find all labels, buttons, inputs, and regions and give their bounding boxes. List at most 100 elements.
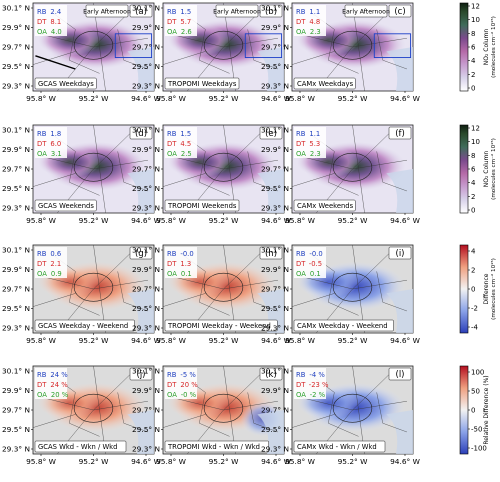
lat-tick-label: 29.3° N (2, 324, 30, 333)
map-panel: RB 0.6DT 2.1OA 0.9(g)GCAS Weekday - Weekend (32, 244, 155, 334)
stats-box (165, 368, 197, 399)
stat-label: DT (37, 260, 47, 268)
road-line (376, 271, 408, 312)
colorbar-tick-label: 50 (471, 388, 480, 396)
stat-oa: OA 4.0 (37, 28, 62, 36)
stat-label: DT (296, 260, 306, 268)
lon-tick-label: 94.6° W (390, 336, 421, 345)
colorbar-title: NO₂ Column (483, 29, 490, 66)
colorbar-tick-label: 8 (471, 30, 475, 38)
lon-tick-label: 94.6° W (131, 336, 162, 345)
road-line (93, 365, 106, 455)
road-line (32, 414, 76, 428)
stat-rb: RB 24 % (37, 371, 68, 379)
stat-label: RB (167, 371, 177, 379)
stat-label: DT (37, 18, 47, 26)
beltway-loop (332, 152, 373, 182)
stats-box (294, 5, 326, 36)
road-line (93, 124, 106, 214)
panel-letter-box (388, 4, 412, 18)
road-line (291, 293, 335, 307)
lat-tick-label: 30.1° N (2, 367, 30, 376)
stat-value: 1.1 (309, 8, 320, 16)
bay-water (386, 169, 413, 213)
stat-value: -0.0 (180, 250, 193, 258)
lon-tick-label: 95.8° W (156, 94, 187, 103)
colorbar-title: NO₂ Column (483, 151, 490, 188)
stat-label: DT (296, 18, 306, 26)
colorbar-tick-label: 6 (471, 166, 476, 174)
road-line (376, 29, 408, 70)
bay-water (127, 410, 154, 454)
lat-tick-label: 29.9° N (132, 386, 160, 395)
stat-value: 2.4 (50, 8, 61, 16)
lon-tick-label: 95.8° W (156, 336, 187, 345)
stat-dt: DT 2.1 (37, 260, 61, 268)
road-line (247, 151, 279, 192)
road-line (223, 2, 236, 92)
lon-tick-label: 95.8° W (26, 336, 57, 345)
lat-tick-label: 29.3° N (132, 324, 160, 333)
panel-caption: TROPOMI Weekday - Weekend (167, 322, 271, 330)
stat-label: RB (296, 371, 306, 379)
stat-label: DT (167, 18, 177, 26)
colorbar-gradient (459, 2, 469, 92)
stat-dt: DT 5.3 (296, 140, 320, 148)
panel-letter: (h) (265, 249, 277, 259)
lat-tick-label: 30.1° N (261, 246, 289, 255)
analysis-box (244, 33, 283, 59)
lat-tick-label: 29.3° N (132, 445, 160, 454)
beltway-loop (73, 30, 114, 60)
stat-value: -4 % (309, 371, 325, 379)
time-label: Early Afternoon (342, 9, 390, 16)
stat-rb: RB 1.1 (296, 130, 320, 138)
bay-water (257, 410, 284, 454)
road-line (57, 374, 130, 455)
stat-label: OA (37, 150, 47, 158)
map-panel: RB -4 %DT -23 %OA -2 %(l)CAMx Wkd - Wkn / W… (291, 365, 414, 455)
colorbar-tick-label: 12 (471, 3, 480, 11)
lat-tick-label: 29.9° N (2, 386, 30, 395)
panel-letter: (k) (265, 370, 277, 380)
lat-tick-label: 29.3° N (261, 204, 289, 213)
panel-letter: (d) (135, 129, 147, 139)
stat-value: 8.1 (50, 18, 61, 26)
lat-tick-label: 29.5° N (132, 304, 160, 313)
lat-tick-label: 30.1° N (132, 367, 160, 376)
stat-label: OA (167, 391, 177, 399)
colorbar-tick-label: 8 (471, 152, 475, 160)
stat-value: 2.3 (310, 28, 321, 36)
stat-value: 6.0 (50, 140, 61, 148)
road-line (247, 29, 279, 70)
road-line (117, 151, 149, 192)
stat-rb: RB 1.5 (167, 130, 191, 138)
road-line (247, 392, 279, 433)
colorbar-tick-label: -2 (471, 305, 478, 313)
stat-value: 4.5 (180, 140, 191, 148)
stat-label: RB (296, 250, 306, 258)
lat-tick-label: 30.1° N (132, 4, 160, 13)
lat-tick-label: 29.7° N (2, 165, 30, 174)
stat-rb: RB 0.6 (37, 250, 61, 258)
panel-caption-box (164, 77, 240, 90)
analysis-box (114, 33, 153, 59)
lat-tick-label: 29.3° N (2, 204, 30, 213)
panel-letter-box (259, 4, 283, 18)
lon-tick-label: 95.8° W (26, 457, 57, 466)
stats-box (165, 5, 197, 36)
beltway-loop (332, 30, 373, 60)
colorbar-tick-label: 0 (471, 85, 475, 93)
lon-tick-label: 94.6° W (131, 94, 162, 103)
panel-caption-box (293, 77, 356, 90)
road-line (93, 244, 106, 334)
lat-tick-label: 29.7° N (2, 406, 30, 415)
stat-value: -2 % (310, 391, 326, 399)
stat-label: RB (296, 130, 306, 138)
panel-letter-box (129, 246, 153, 260)
road-line (32, 173, 76, 187)
stats-box (35, 127, 67, 158)
map-panel: RB 1.5DT 5.7OA 2.6(b)Early AfternoonTROPOMI… (162, 2, 285, 92)
stat-label: DT (37, 381, 47, 389)
colorbar-tick-label: 6 (471, 44, 476, 52)
